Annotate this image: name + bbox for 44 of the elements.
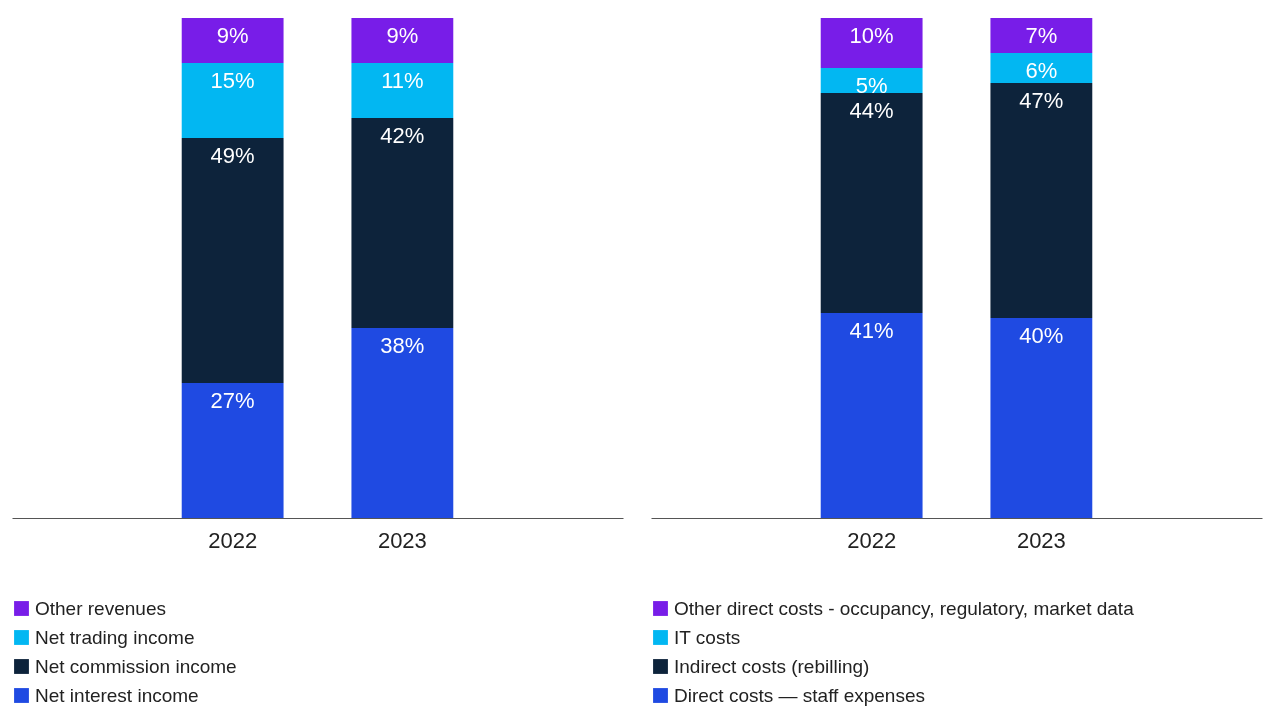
data-label: 41% [849,318,894,343]
bar [181,383,284,518]
data-label: 27% [210,388,255,413]
x-tick-label: 2023 [377,527,427,553]
data-label: 9% [386,23,419,48]
bar [820,313,923,518]
data-label: 6% [1025,58,1058,83]
legend-label: IT costs [674,626,741,648]
bar [990,18,1093,53]
bar [990,53,1093,83]
bar [351,328,454,518]
legend-label: Other revenues [35,597,166,619]
legend-label: Net trading income [35,626,195,648]
data-label: 47% [1019,88,1064,113]
bar [181,138,284,383]
bar [181,63,284,138]
legend-label: Direct costs — staff expenses [674,684,925,706]
legend-label: Net interest income [35,684,199,706]
legend-label: Indirect costs (rebilling) [674,655,870,677]
data-label: 5% [855,73,888,98]
bar [990,83,1093,318]
bar [351,63,454,118]
x-tick-label: 2023 [1016,527,1066,553]
data-label: 44% [849,98,894,123]
data-label: 11% [381,68,424,93]
bar [351,118,454,328]
bar [820,18,923,68]
data-label: 7% [1025,23,1058,48]
bar [351,18,454,63]
legend-label: Net commission income [35,655,237,677]
data-label: 15% [210,68,255,93]
data-label: 49% [210,143,255,168]
bar [181,18,284,63]
x-tick-label: 2022 [847,527,897,553]
bar [990,318,1093,518]
data-label: 42% [380,123,425,148]
data-label: 9% [216,23,249,48]
data-label: 38% [380,333,425,358]
data-label: 10% [849,23,894,48]
bar [820,93,923,313]
data-label: 40% [1019,323,1064,348]
legend-label: Other direct costs - occupancy, regulatory, market data [674,597,1135,619]
x-tick-label: 2022 [208,527,258,553]
bar [820,68,923,93]
